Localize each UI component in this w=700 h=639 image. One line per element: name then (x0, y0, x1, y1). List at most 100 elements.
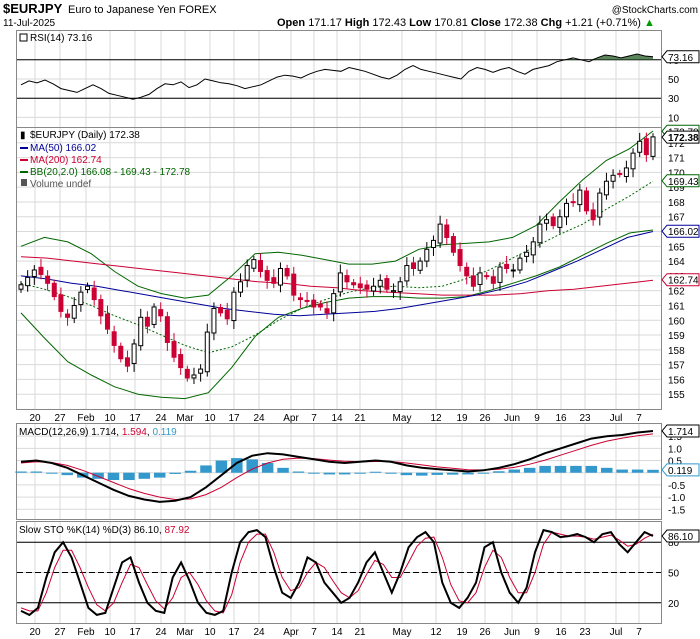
candle-body (257, 260, 263, 272)
candle (111, 325, 117, 353)
macd-histogram-bar (554, 465, 567, 473)
sto-legend-label: Slow STO %K(14) %D(3) (19, 525, 131, 536)
candle (497, 262, 503, 291)
candle (25, 270, 31, 292)
candle (224, 302, 230, 325)
macd-legend-hist: 0.119 (152, 427, 177, 438)
candle (371, 277, 377, 296)
x-tick-label: 19 (456, 413, 468, 424)
x-tick-label: Feb (77, 627, 95, 638)
bb-upper-line (20, 130, 654, 299)
candle (291, 266, 297, 302)
sto-tick-label: 50 (668, 569, 680, 580)
x-tick-label: 9 (534, 627, 540, 638)
price-tick-label: 168 (668, 198, 685, 209)
x-tick-label: Jul (610, 413, 623, 424)
close-value: 172.38 (504, 17, 538, 29)
candle-legend-icon: ▮ (20, 130, 26, 141)
macd-histogram-bar (292, 471, 305, 473)
x-tick-label: Feb (77, 413, 95, 424)
price-last-label-text: 169.43 (668, 177, 699, 188)
bb-middle-line (20, 180, 654, 354)
rsi-last-value-label-box (661, 50, 700, 64)
candle (257, 253, 263, 278)
macd-tick-label: -0.5 (668, 481, 686, 492)
candle-body (291, 273, 297, 296)
x-tick-label: 14 (331, 627, 343, 638)
candle (424, 242, 430, 268)
macd-histogram-bar (585, 465, 598, 473)
candle (510, 263, 516, 278)
price-tick-label: 157 (668, 361, 685, 372)
sto-last-label-box (661, 529, 700, 543)
candle (617, 169, 623, 178)
macd-histogram-bar (92, 472, 104, 479)
candle-body (218, 307, 224, 314)
candle (45, 270, 51, 291)
macd-histogram-bar (46, 472, 58, 474)
candle-body (337, 272, 343, 293)
candle (38, 258, 44, 280)
macd-histogram-bar (446, 472, 459, 475)
macd-histogram-bar (570, 465, 582, 473)
candle-body (18, 284, 24, 290)
candle-body (91, 287, 97, 301)
rsi-last-value-label: 73.16 (661, 50, 700, 64)
x-tick-label: May (393, 627, 412, 638)
candle-body (397, 281, 403, 293)
candle-body (357, 283, 363, 289)
price-tick-label: 155 (668, 390, 685, 401)
candle-body (45, 275, 51, 284)
price-panel: 1551561571581591601611621631641651661671… (17, 124, 700, 401)
candle (544, 213, 550, 231)
price-tick-label: 160 (668, 316, 685, 327)
candle-body (124, 357, 130, 367)
candle (317, 300, 323, 311)
candle-body (371, 285, 377, 292)
candle (597, 188, 603, 226)
candle (557, 209, 563, 234)
candle (404, 257, 410, 286)
sto-last-label-text: 86.10 (668, 532, 693, 543)
macd-histogram-bar (30, 471, 43, 473)
sto-legend-d: 87.92 (164, 525, 189, 536)
candle (577, 184, 583, 212)
candle (583, 187, 589, 215)
candle-body (264, 270, 270, 281)
candle (264, 265, 270, 289)
x-tick-label: 12 (430, 627, 442, 638)
candle (337, 264, 343, 297)
candle-body (251, 259, 257, 269)
x-tick-label: 7 (311, 413, 317, 424)
candle (277, 262, 283, 293)
x-tick-label: 23 (579, 413, 591, 424)
candle-body (510, 269, 516, 272)
candle (643, 132, 649, 162)
candle-body (564, 202, 570, 218)
macd-tick-label: 1.5 (668, 432, 682, 443)
x-tick-label: 16 (555, 413, 567, 424)
ma50-legend-text: MA(50) 166.02 (30, 143, 97, 154)
price-last-label: 172.38 (661, 130, 700, 144)
slow-sto-panel: 80 50 20 86.10 (17, 528, 700, 617)
macd-histogram-bar (462, 472, 474, 475)
candle-body (244, 265, 250, 281)
price-last-label: 169.43 (661, 174, 700, 188)
x-tick-label: 10 (204, 413, 216, 424)
macd-histogram-bar (647, 469, 659, 473)
price-tick-label: 167 (668, 213, 685, 224)
candle-body (597, 192, 603, 218)
rsi-line (20, 53, 654, 100)
candle-body (484, 275, 490, 278)
price-last-label-box (661, 273, 700, 287)
date-label: 11-Jul-2025 (3, 18, 56, 29)
open-label: Open (277, 17, 305, 29)
macd-histogram-bar (416, 472, 428, 476)
candle (637, 132, 643, 158)
macd-histogram-bar (61, 472, 73, 476)
macd-histogram-bar (215, 460, 228, 473)
candle (477, 266, 483, 292)
candle-body (577, 189, 583, 206)
